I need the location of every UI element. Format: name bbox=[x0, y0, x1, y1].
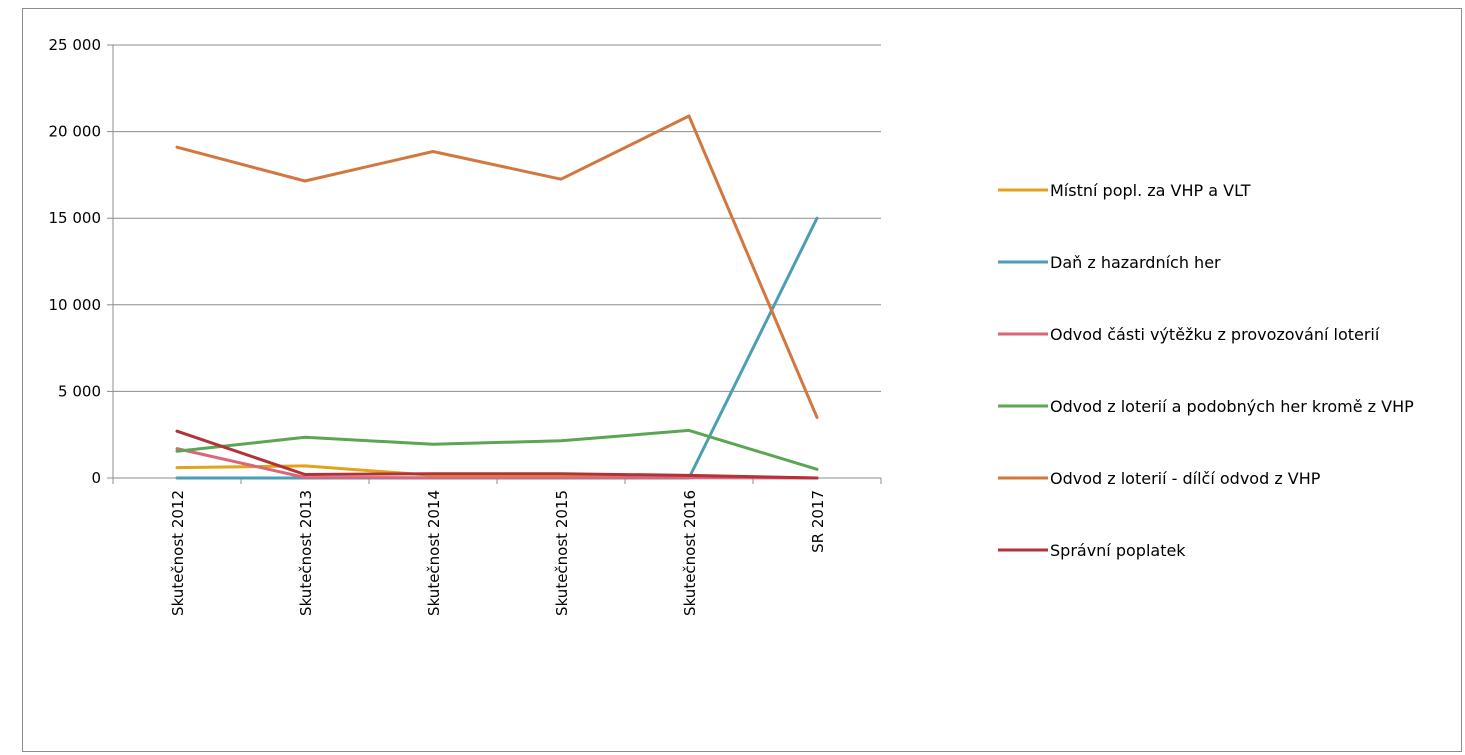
legend-label: Daň z hazardních her bbox=[1050, 253, 1221, 272]
legend-item: Odvod z loterií - dílčí odvod z VHP bbox=[998, 469, 1321, 488]
x-tick-label: Skutečnost 2016 bbox=[681, 490, 699, 616]
y-tick-label: 15 000 bbox=[49, 209, 102, 227]
legend-label: Odvod z loterií - dílčí odvod z VHP bbox=[1050, 469, 1321, 488]
legend: Místní popl. za VHP a VLT Daň z hazardníc… bbox=[998, 181, 1414, 560]
legend-item: Daň z hazardních her bbox=[998, 253, 1221, 272]
y-tick-label: 10 000 bbox=[49, 296, 102, 314]
series-line bbox=[175, 447, 819, 480]
series-line bbox=[175, 428, 819, 471]
legend-label: Odvod části výtěžku z provozování loteri… bbox=[1050, 325, 1380, 344]
y-tick-label: 20 000 bbox=[49, 123, 102, 141]
x-tick-label: Skutečnost 2014 bbox=[425, 490, 443, 616]
y-tick-label: 25 000 bbox=[49, 36, 102, 54]
series-line bbox=[175, 114, 819, 419]
y-tick-label: 5 000 bbox=[58, 382, 101, 400]
y-tick-label: 0 bbox=[91, 469, 101, 487]
legend-item: Místní popl. za VHP a VLT bbox=[998, 181, 1251, 200]
gridlines bbox=[113, 44, 881, 392]
series-lines bbox=[175, 114, 819, 480]
series-line bbox=[175, 429, 819, 480]
x-tick-label: SR 2017 bbox=[809, 490, 827, 553]
x-tick-label: Skutečnost 2012 bbox=[169, 490, 187, 616]
x-tick-label: Skutečnost 2013 bbox=[297, 490, 315, 616]
legend-item: Odvod z loterií a podobných her kromě z … bbox=[998, 397, 1414, 416]
legend-item: Správní poplatek bbox=[998, 541, 1186, 560]
x-tick-label: Skutečnost 2015 bbox=[553, 490, 571, 616]
legend-label: Místní popl. za VHP a VLT bbox=[1050, 181, 1251, 200]
legend-item: Odvod části výtěžku z provozování loteri… bbox=[998, 325, 1380, 344]
legend-label: Správní poplatek bbox=[1050, 541, 1186, 560]
axes: 0 5 000 10 000 15 000 20 000 25 000 Skutečnost… bbox=[49, 36, 882, 616]
legend-label: Odvod z loterií a podobných her kromě z … bbox=[1050, 397, 1414, 416]
